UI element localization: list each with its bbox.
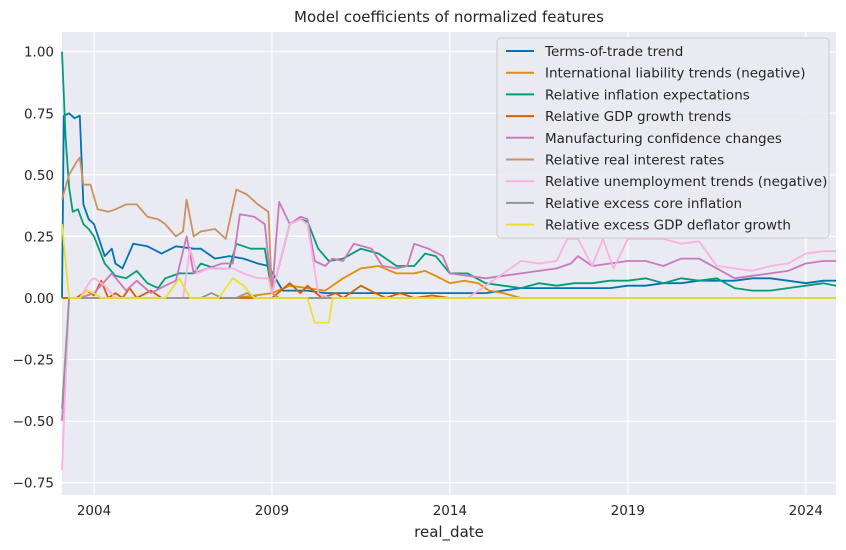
y-tick-label: 0.75 bbox=[24, 106, 54, 122]
x-tick-label: 2004 bbox=[77, 503, 111, 519]
x-tick-label: 2024 bbox=[789, 503, 823, 519]
x-axis-ticks: 2004 2009 2014 2019 2024 bbox=[77, 503, 823, 519]
x-tick-label: 2019 bbox=[611, 503, 645, 519]
y-tick-label: 1.00 bbox=[24, 45, 54, 61]
y-tick-label: 0.25 bbox=[24, 229, 54, 245]
y-tick-label: −0.75 bbox=[13, 476, 54, 492]
x-tick-label: 2009 bbox=[255, 503, 289, 519]
y-tick-label: 0.00 bbox=[24, 291, 54, 307]
series-lines bbox=[61, 51, 837, 471]
series-line-1 bbox=[62, 265, 836, 299]
legend-entry: Relative GDP growth trends bbox=[545, 109, 731, 125]
legend: Terms-of-trade trend International liabil… bbox=[496, 37, 830, 239]
series-line-2 bbox=[61, 51, 837, 295]
x-axis-label: real_date bbox=[414, 523, 484, 542]
legend-entry: Relative inflation expectations bbox=[545, 87, 750, 103]
legend-entry: Relative real interest rates bbox=[545, 153, 724, 169]
legend-entry: Manufacturing confidence changes bbox=[545, 131, 782, 147]
x-tick-label: 2014 bbox=[433, 503, 467, 519]
y-axis-ticks: 1.00 0.75 0.50 0.25 0.00 −0.25 −0.50 −0.75 bbox=[13, 45, 54, 492]
series-line-0 bbox=[61, 112, 836, 299]
y-tick-label: 0.50 bbox=[24, 168, 54, 184]
legend-entry: International liability trends (negative… bbox=[545, 66, 806, 82]
y-tick-label: −0.25 bbox=[13, 353, 54, 369]
legend-entry: Relative excess core inflation bbox=[545, 196, 742, 212]
series-line-8 bbox=[61, 224, 836, 324]
legend-box bbox=[496, 37, 830, 239]
y-tick-label: −0.50 bbox=[13, 414, 54, 430]
legend-entry: Terms-of-trade trend bbox=[544, 44, 683, 60]
chart-title: Model coefficients of normalized feature… bbox=[294, 8, 604, 26]
legend-entry: Relative unemployment trends (negative) bbox=[545, 174, 827, 190]
series-line-4 bbox=[61, 200, 836, 422]
legend-entry: Relative excess GDP deflator growth bbox=[545, 218, 791, 234]
